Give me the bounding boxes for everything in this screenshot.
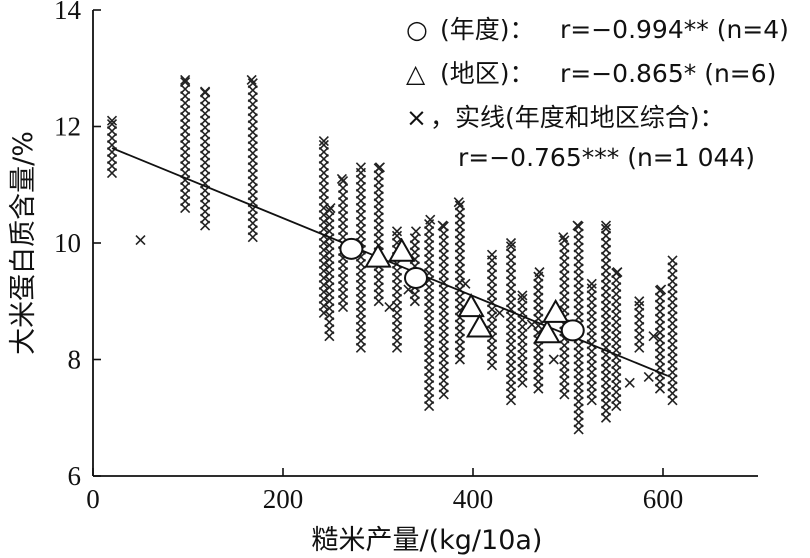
x-marker-point (624, 377, 635, 388)
x-marker-point (425, 214, 436, 225)
x-marker-point (410, 226, 422, 237)
x-marker-point (667, 255, 678, 266)
triangle-marker-series (364, 237, 570, 344)
y-tick-label: 10 (54, 228, 81, 258)
y-tick-label: 6 (68, 461, 82, 491)
x-marker-point (600, 220, 612, 231)
legend-label-region: (地区)： (440, 59, 535, 88)
legend-label-combined: ，实线(年度和地区综合)： (430, 103, 725, 132)
x-marker-point (634, 300, 645, 311)
x-marker-point (106, 115, 118, 126)
x-marker-point (600, 223, 612, 234)
x-marker-series (106, 74, 678, 435)
x-marker-point (336, 173, 347, 184)
x-marker-point (494, 307, 505, 318)
x-tick-label: 200 (263, 484, 304, 514)
legend-stat-region: r=−0.865* (n=6) (560, 59, 776, 88)
x-axis-ticks: 0 200 400 600 (86, 468, 683, 514)
x-tick-label: 600 (643, 484, 684, 514)
x-marker-point (572, 220, 583, 231)
legend: ○ (年度)： r=−0.994** (n=4) △ (地区)： r=−0.86… (402, 6, 802, 182)
x-marker-point (586, 278, 597, 289)
x-tick-label: 400 (453, 484, 494, 514)
legend-symbol-triangle: △ (406, 59, 426, 88)
x-marker-point (391, 230, 403, 241)
triangle-marker-point (541, 298, 570, 323)
x-marker-point (247, 78, 258, 89)
triangle-marker-point (388, 237, 416, 262)
x-marker-point (548, 354, 559, 365)
x-axis-title: 糙米产量/(kg/10a) (312, 525, 543, 556)
x-marker-point (246, 74, 257, 85)
x-marker-point (656, 284, 667, 295)
legend-symbol-x: × (406, 103, 427, 132)
circle-marker-point (560, 319, 585, 342)
legend-symbol-circle: ○ (406, 15, 428, 44)
x-marker-point (460, 278, 471, 289)
x-marker-point (534, 267, 545, 278)
x-marker-point (505, 241, 517, 252)
x-marker-point (634, 296, 645, 307)
x-marker-point (318, 135, 329, 147)
x-marker-point (517, 293, 528, 304)
triangle-marker-point (364, 243, 392, 268)
legend-stat-combined: r=−0.765*** (n=1 044) (458, 143, 755, 172)
x-marker-point (648, 331, 659, 342)
x-marker-point (517, 290, 528, 301)
y-tick-label: 14 (54, 0, 82, 25)
x-tick-label: 0 (86, 484, 100, 514)
fit-line (111, 147, 669, 377)
legend-stat-year: r=−0.994** (n=4) (560, 15, 789, 44)
x-marker-point (437, 220, 448, 231)
y-tick-label: 12 (54, 112, 81, 142)
x-marker-point (106, 119, 118, 130)
x-marker-point (384, 302, 395, 313)
y-tick-label: 8 (68, 345, 82, 375)
x-marker-point (643, 371, 654, 383)
x-marker-point (180, 76, 191, 88)
x-marker-point (325, 202, 336, 214)
circle-marker-point (404, 266, 428, 289)
circle-marker-series (339, 237, 585, 342)
circle-marker-point (339, 237, 364, 260)
x-marker-point (612, 267, 623, 278)
triangle-marker-point (457, 293, 485, 318)
x-marker-point (135, 235, 146, 246)
x-marker-point (318, 139, 329, 150)
y-axis-title: 大米蛋白质含量/% (8, 131, 39, 355)
x-marker-point (200, 86, 211, 97)
triangle-marker-point (533, 319, 561, 344)
x-marker-point (586, 283, 597, 294)
x-marker-point (391, 226, 403, 237)
x-marker-point (558, 232, 569, 243)
legend-label-year: (年度)： (440, 15, 535, 44)
x-marker-point (374, 162, 385, 173)
x-marker-point (505, 237, 517, 249)
triangle-marker-point (465, 313, 494, 338)
x-marker-point (453, 197, 464, 208)
x-marker-point (559, 235, 570, 246)
x-marker-point (180, 74, 191, 85)
x-marker-point (486, 249, 498, 260)
x-marker-point (355, 162, 366, 173)
x-marker-point (454, 200, 465, 211)
y-axis-ticks: 6 8 10 12 14 (54, 0, 101, 491)
